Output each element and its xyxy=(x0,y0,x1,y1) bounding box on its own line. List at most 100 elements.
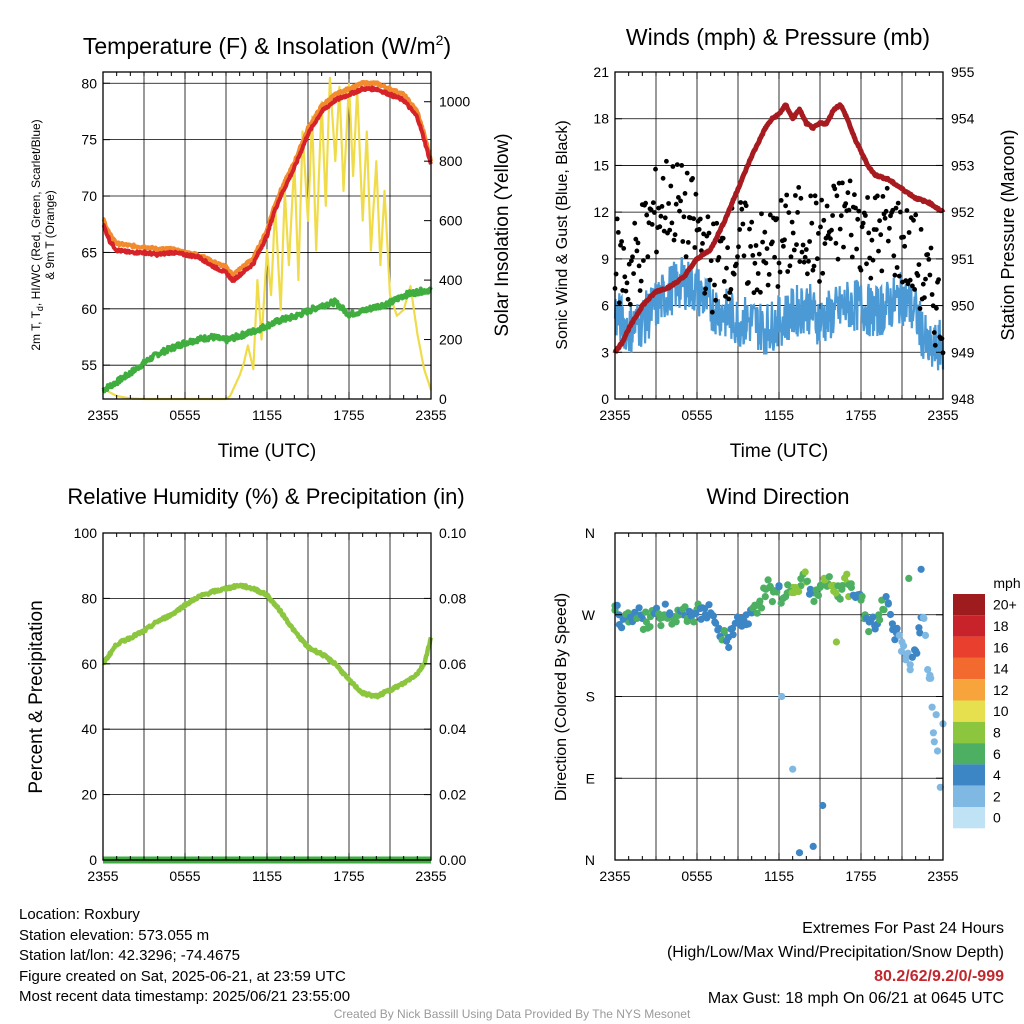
temp-2m-line xyxy=(101,85,433,283)
temperature-ticks: 2355 0555 1155 1755 235555606570758002004006… xyxy=(81,72,470,423)
legend-label: 10 xyxy=(993,703,1009,719)
gust-point xyxy=(721,279,727,284)
direction-point xyxy=(905,574,913,583)
gust-point xyxy=(777,269,783,275)
direction-point xyxy=(810,597,818,606)
x-tick-label: 2355 xyxy=(415,868,446,884)
direction-point xyxy=(843,570,851,578)
y-tick-label: 954 xyxy=(951,111,975,127)
gust-point xyxy=(629,258,634,264)
gust-point xyxy=(677,208,682,214)
y-tick-label: 21 xyxy=(593,64,609,80)
legend-swatch xyxy=(953,700,985,722)
gust-point xyxy=(680,239,686,244)
gust-point xyxy=(785,269,791,274)
gust-point xyxy=(926,257,932,262)
gust-point xyxy=(806,258,811,264)
direction-point xyxy=(681,603,689,611)
gust-point xyxy=(791,247,797,253)
y-tick-label: 0 xyxy=(439,391,447,407)
gust-point xyxy=(880,194,886,199)
gust-point xyxy=(662,215,668,221)
winds-title: Winds (mph) & Pressure (mb) xyxy=(626,24,930,50)
gust-point xyxy=(735,254,740,259)
gust-point xyxy=(736,244,741,250)
gust-point xyxy=(810,267,816,273)
y-tick-label: N xyxy=(585,525,595,541)
gust-point xyxy=(716,255,722,260)
x-tick-label: 0555 xyxy=(169,407,200,423)
x-tick-label: 1155 xyxy=(252,407,282,423)
station-location: Location: Roxbury xyxy=(19,906,140,923)
gust-point xyxy=(692,245,698,250)
gust-point xyxy=(683,254,689,259)
direction-point xyxy=(825,573,833,581)
legend-label: 14 xyxy=(993,661,1009,677)
gust-point xyxy=(821,217,827,223)
direction-point xyxy=(886,610,895,619)
gust-point xyxy=(833,240,839,246)
direction-point xyxy=(832,638,841,646)
gust-point xyxy=(884,185,890,191)
gust-point xyxy=(834,193,840,199)
direction-point xyxy=(690,618,698,626)
gust-point xyxy=(799,249,805,255)
gust-point xyxy=(627,301,633,307)
recent-timestamp: Most recent data timestamp: 2025/06/21 2… xyxy=(19,988,351,1005)
gust-point xyxy=(887,225,892,231)
gust-point xyxy=(852,192,857,198)
gust-point xyxy=(728,287,734,292)
gust-point xyxy=(636,263,642,269)
gust-point xyxy=(923,276,928,282)
gust-point xyxy=(814,256,820,262)
station-elevation: Station elevation: 573.055 m xyxy=(19,926,210,944)
direction-point xyxy=(714,626,722,634)
gust-point xyxy=(875,193,880,199)
direction-plot-area xyxy=(611,565,947,857)
gust-point xyxy=(759,211,764,217)
legend-label: 18 xyxy=(993,618,1009,634)
humidity-grid xyxy=(103,533,431,860)
gust-point xyxy=(762,229,768,235)
legend-swatch xyxy=(953,679,985,701)
gust-point xyxy=(766,272,772,277)
gust-point xyxy=(891,253,897,259)
gust-point xyxy=(788,254,794,260)
gust-point xyxy=(708,258,714,264)
direction-point xyxy=(672,618,680,626)
direction-point xyxy=(847,580,855,588)
direction-legend: 20+ 18 16 14 12 10 8 6 4 2 0 xyxy=(953,594,1017,829)
y-tick-label: 0.02 xyxy=(439,787,466,803)
direction-point xyxy=(725,643,733,652)
credit-line: Created By Nick Bassill Using Data Provi… xyxy=(333,1007,691,1021)
direction-point xyxy=(666,610,674,619)
gust-point xyxy=(803,247,809,252)
gust-point xyxy=(798,195,804,201)
wind-speed-line xyxy=(613,257,945,371)
gust-point xyxy=(925,252,931,257)
y-tick-label: 3 xyxy=(601,344,609,360)
direction-point xyxy=(795,849,804,857)
gust-point xyxy=(855,216,861,222)
extremes-box: Extremes For Past 24 Hours (High/Low/Max… xyxy=(667,917,1004,1009)
gust-point xyxy=(805,271,810,277)
gust-point xyxy=(837,226,843,232)
direction-point xyxy=(727,625,735,633)
gust-point xyxy=(882,215,888,221)
gust-point xyxy=(615,230,621,235)
legend-swatch xyxy=(953,657,985,680)
direction-point xyxy=(832,589,840,597)
gust-point xyxy=(650,200,656,206)
gust-point xyxy=(747,226,752,232)
gust-point xyxy=(668,183,674,189)
gust-point xyxy=(787,263,793,269)
direction-point xyxy=(709,612,718,620)
direction-point xyxy=(782,593,790,601)
gust-point xyxy=(800,242,806,248)
gust-point xyxy=(714,220,720,226)
gust-point xyxy=(679,163,685,168)
direction-point xyxy=(906,661,914,669)
gust-point xyxy=(623,288,629,294)
gust-point xyxy=(652,210,657,215)
